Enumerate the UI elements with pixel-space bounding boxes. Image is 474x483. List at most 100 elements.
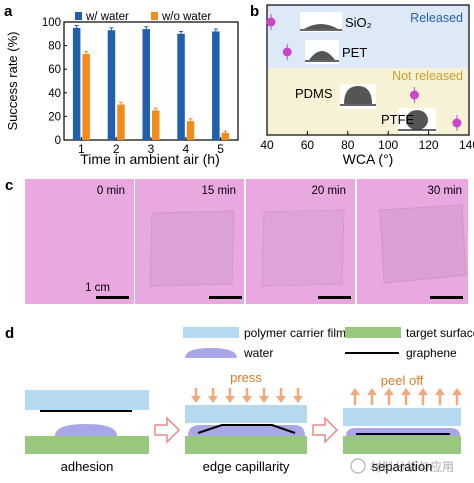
panel-b-x-axis-label: WCA (°) — [343, 151, 394, 167]
step-adhesion: adhesion — [25, 390, 149, 474]
panel-a-legend: w/ water w/o water — [75, 11, 211, 23]
carrier-film — [343, 408, 461, 426]
x-tick-label: 5 — [217, 142, 224, 156]
material-label-sio2: SiO₂ — [345, 15, 372, 30]
x-tick-label: 60 — [301, 138, 315, 152]
legend-label-no-water: w/o water — [161, 11, 211, 23]
peel-arrow-head — [401, 388, 411, 395]
bar — [117, 104, 125, 140]
panel-a-bars — [72, 25, 230, 140]
panel-a-plot-frame — [63, 21, 239, 141]
step-label-separation: separation — [372, 459, 433, 474]
graphene-film-15min — [149, 210, 235, 287]
bar — [142, 29, 150, 140]
y-tick-label: 40 — [48, 88, 61, 100]
panel-b-letter: b — [250, 3, 259, 20]
droplet-image-pet — [305, 40, 339, 64]
panel-b-points — [266, 14, 462, 131]
bar — [107, 30, 116, 140]
panel-d-legend: polymer carrier film target surface wate… — [183, 326, 474, 360]
press-arrow-head — [225, 396, 235, 403]
legend-label-carrier: polymer carrier film — [244, 326, 346, 340]
panel-a-x-ticks: 1 2 3 4 5 — [78, 137, 224, 156]
bar — [186, 121, 195, 140]
peel-arrow-head — [452, 388, 462, 395]
bar — [152, 110, 160, 140]
wca-marker — [452, 118, 462, 128]
x-tick-label: 140 — [459, 138, 474, 152]
target-surface — [185, 436, 307, 454]
press-arrow-head — [208, 396, 218, 403]
press-arrow-head — [191, 396, 201, 403]
legend-label-graphene: graphene — [406, 346, 457, 360]
y-tick-label: 20 — [48, 111, 61, 123]
droplet-image-ptfe — [398, 108, 436, 133]
press-arrow-head — [276, 396, 286, 403]
scale-bar — [430, 296, 463, 299]
carrier-film — [185, 405, 307, 423]
panel-c: c 0 min 1 cm 15 min 20 min 30 min — [5, 177, 468, 304]
peel-arrow-head — [418, 388, 428, 395]
press-arrow-head — [293, 396, 303, 403]
scale-bar — [318, 296, 351, 299]
material-label-pdms: PDMS — [295, 86, 333, 101]
press-label: press — [230, 370, 262, 385]
y-tick-label: 100 — [42, 17, 61, 29]
legend-label-target: target surface — [406, 326, 474, 340]
peel-arrow-head — [384, 388, 394, 395]
x-tick-label: 1 — [78, 142, 85, 156]
panel-a-y-ticks: 0 20 40 60 80 100 — [42, 17, 67, 147]
panel-a-x-axis-label: Time in ambient air (h) — [80, 151, 220, 167]
press-arrow-head — [242, 396, 252, 403]
watermark: 材料分析与应用 — [350, 458, 454, 474]
x-tick-label: 40 — [260, 138, 274, 152]
step-edge-capillarity: press edge capillarity — [185, 370, 307, 474]
bar — [72, 27, 81, 140]
photo-0min: 0 min 1 cm — [25, 179, 134, 304]
photo-20min: 20 min — [246, 179, 355, 304]
droplet-image-pdms — [340, 84, 376, 109]
peel-off-arrows — [350, 388, 462, 405]
water-droplet — [55, 424, 117, 436]
peel-arrow-head — [350, 388, 360, 395]
watermark-logo-icon — [350, 458, 366, 474]
x-tick-label: 100 — [378, 138, 398, 152]
panel-c-letter: c — [5, 177, 13, 194]
legend-swatch-water — [75, 12, 82, 20]
peel-arrow-head — [435, 388, 445, 395]
material-label-ptfe: PTFE — [381, 112, 415, 127]
legend-label-water: w/ water — [85, 11, 129, 23]
legend-swatch-target — [345, 327, 401, 338]
material-label-pet: PET — [342, 45, 367, 60]
press-arrow-head — [259, 396, 269, 403]
legend-label-water: water — [243, 346, 273, 360]
target-surface — [25, 436, 149, 454]
legend-swatch-graphene — [345, 352, 399, 354]
wca-marker — [266, 17, 276, 27]
x-tick-label: 120 — [419, 138, 439, 152]
step-label-edge-capillarity: edge capillarity — [203, 459, 290, 474]
carrier-film — [25, 390, 149, 410]
panel-a: a 0 20 40 60 80 100 1 2 3 4 5 Success rate (%) Ti… — [4, 3, 239, 167]
x-tick-label: 80 — [341, 138, 355, 152]
peel-arrow-head — [367, 388, 377, 395]
target-surface — [343, 436, 461, 454]
x-tick-label: 4 — [182, 142, 189, 156]
legend-swatch-carrier — [183, 327, 239, 338]
watermark-text: 材料分析与应用 — [370, 459, 454, 474]
scale-bar — [209, 296, 242, 299]
bar — [212, 31, 220, 140]
press-arrows — [191, 388, 303, 403]
panel-a-letter: a — [4, 3, 13, 20]
panel-a-y-axis-label: Success rate (%) — [5, 32, 20, 131]
graphene-film-20min — [261, 209, 345, 287]
panel-b-x-ticks: 40 60 80 100 120 140 — [260, 131, 474, 152]
photo-20min-time: 20 min — [311, 185, 346, 197]
photo-15min-time: 15 min — [201, 185, 236, 197]
droplet-image-sio2 — [300, 12, 342, 32]
legend-swatch-water — [185, 348, 237, 358]
y-tick-label: 0 — [55, 135, 61, 147]
wca-marker — [282, 47, 292, 57]
released-label: Released — [410, 11, 463, 25]
